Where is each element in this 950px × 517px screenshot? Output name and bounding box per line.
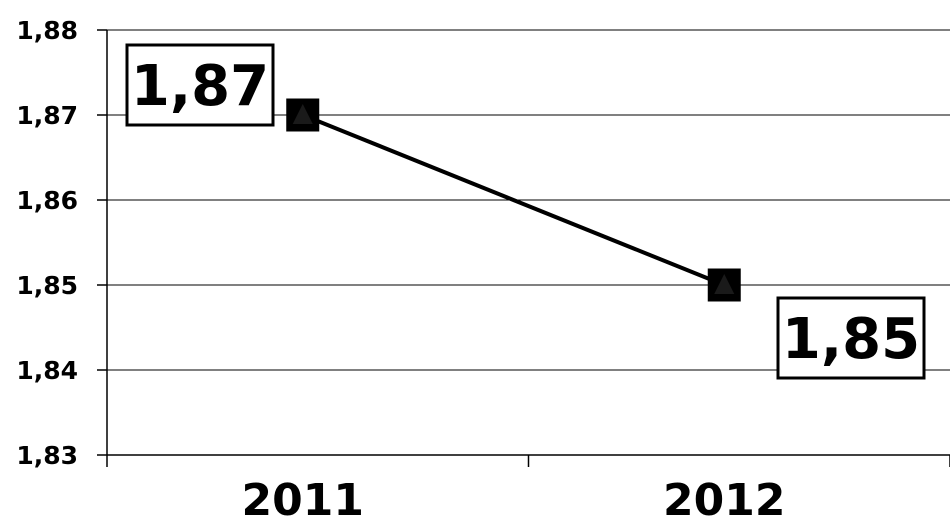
x-tick-label-2012: 2012 <box>663 475 785 517</box>
y-tick-label-5: 1,88 <box>16 16 78 45</box>
y-tick-label-2: 1,85 <box>16 271 78 300</box>
data-point-triangle-2012 <box>714 274 735 294</box>
x-tick-label-2011: 2011 <box>242 475 364 517</box>
data-point-triangle-2011 <box>292 104 313 124</box>
data-label-2011: 1,87 <box>131 54 269 119</box>
data-labels: 1,87 1,85 <box>125 43 926 380</box>
x-axis-tick-labels: 2011 2012 <box>242 475 786 517</box>
y-tick-label-3: 1,86 <box>16 186 78 215</box>
data-label-box-2011 <box>125 43 275 127</box>
y-tick-label-1: 1,84 <box>16 356 78 385</box>
data-label-box-2012 <box>776 296 926 380</box>
data-markers <box>286 98 741 302</box>
series-line-group <box>302 113 725 287</box>
axes <box>97 29 950 467</box>
data-label-2012: 1,85 <box>782 307 920 372</box>
y-axis-tick-labels: 1,83 1,84 1,85 1,86 1,87 1,88 <box>16 16 78 470</box>
y-tick-label-4: 1,87 <box>16 101 78 130</box>
y-tick-label-0: 1,83 <box>16 441 78 470</box>
series-line-0 <box>302 113 725 287</box>
